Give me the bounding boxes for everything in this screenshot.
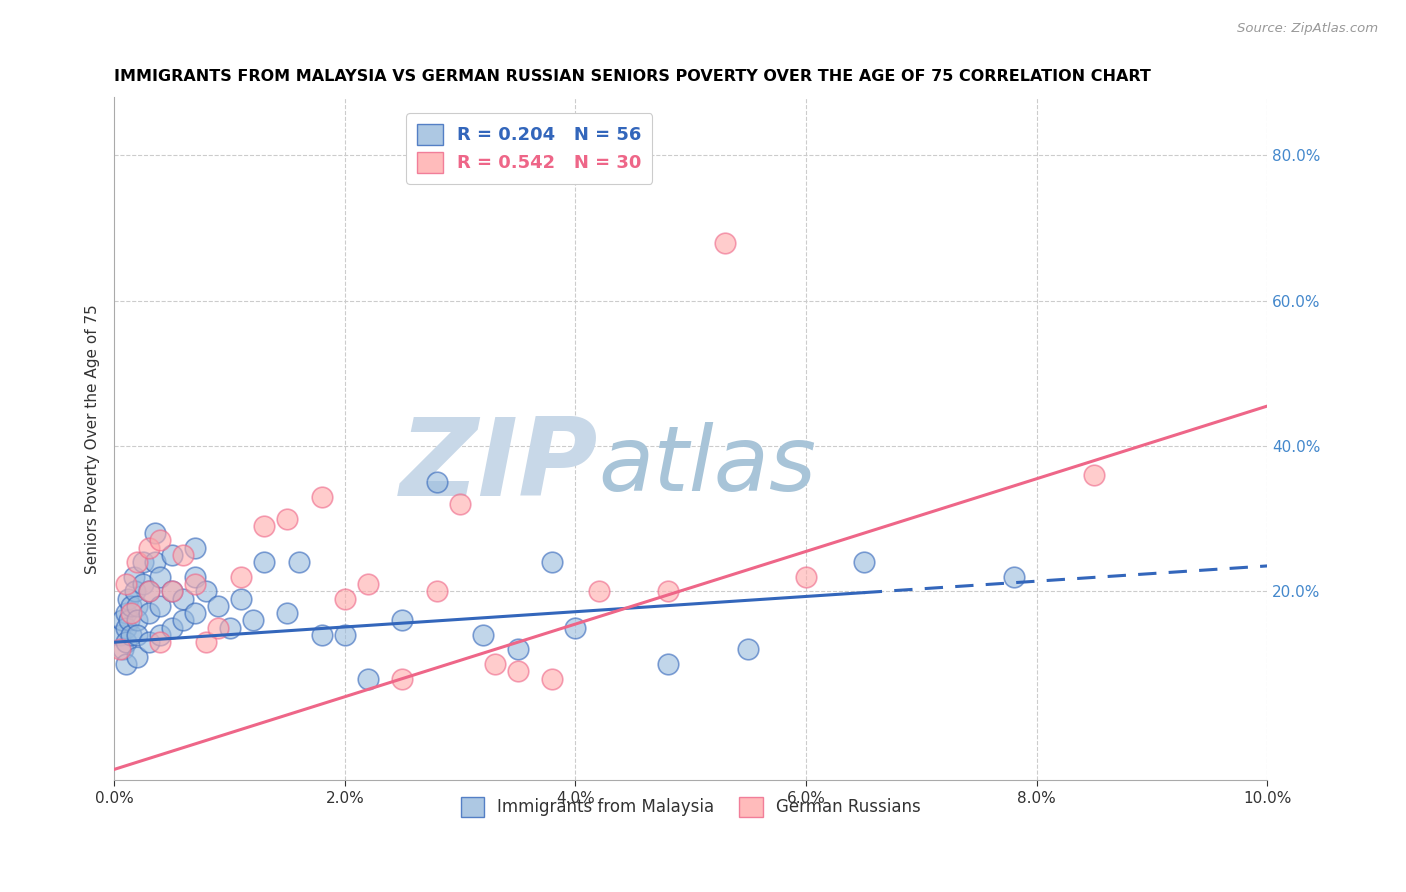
Point bbox=[207, 621, 229, 635]
Legend: Immigrants from Malaysia, German Russians: Immigrants from Malaysia, German Russian… bbox=[454, 790, 928, 823]
Point bbox=[108, 642, 131, 657]
Point bbox=[657, 584, 679, 599]
Point bbox=[160, 621, 183, 635]
Text: ZIP: ZIP bbox=[401, 413, 599, 519]
Point bbox=[127, 614, 149, 628]
Point bbox=[121, 599, 143, 613]
Point bbox=[253, 519, 276, 533]
Point bbox=[127, 599, 149, 613]
Point bbox=[138, 584, 160, 599]
Text: IMMIGRANTS FROM MALAYSIA VS GERMAN RUSSIAN SENIORS POVERTY OVER THE AGE OF 75 CO: IMMIGRANTS FROM MALAYSIA VS GERMAN RUSSI… bbox=[114, 69, 1152, 84]
Point bbox=[184, 570, 207, 584]
Point bbox=[114, 635, 136, 649]
Point bbox=[132, 555, 155, 569]
Point bbox=[121, 628, 143, 642]
Point bbox=[229, 591, 252, 606]
Y-axis label: Seniors Poverty Over the Age of 75: Seniors Poverty Over the Age of 75 bbox=[86, 304, 100, 574]
Point bbox=[1002, 570, 1025, 584]
Point bbox=[127, 649, 149, 664]
Point bbox=[112, 642, 135, 657]
Point bbox=[714, 235, 737, 250]
Point bbox=[149, 570, 172, 584]
Point bbox=[122, 570, 145, 584]
Point bbox=[149, 599, 172, 613]
Point bbox=[541, 555, 564, 569]
Point bbox=[506, 642, 529, 657]
Point bbox=[138, 584, 160, 599]
Point bbox=[218, 621, 240, 635]
Point bbox=[114, 606, 136, 620]
Point bbox=[127, 555, 149, 569]
Point bbox=[160, 584, 183, 599]
Text: Source: ZipAtlas.com: Source: ZipAtlas.com bbox=[1237, 22, 1378, 36]
Point bbox=[121, 606, 143, 620]
Point bbox=[195, 584, 218, 599]
Point bbox=[564, 621, 586, 635]
Point bbox=[132, 577, 155, 591]
Point bbox=[311, 628, 333, 642]
Point bbox=[657, 657, 679, 671]
Point bbox=[207, 599, 229, 613]
Point bbox=[149, 635, 172, 649]
Point bbox=[426, 475, 449, 490]
Point bbox=[391, 672, 413, 686]
Point bbox=[138, 606, 160, 620]
Point bbox=[114, 621, 136, 635]
Point bbox=[160, 584, 183, 599]
Point bbox=[541, 672, 564, 686]
Point bbox=[242, 614, 264, 628]
Point bbox=[311, 490, 333, 504]
Point bbox=[195, 635, 218, 649]
Point bbox=[149, 533, 172, 548]
Point bbox=[114, 657, 136, 671]
Point bbox=[117, 591, 139, 606]
Point bbox=[229, 570, 252, 584]
Point bbox=[143, 555, 166, 569]
Point bbox=[357, 672, 380, 686]
Point bbox=[118, 614, 141, 628]
Point bbox=[138, 541, 160, 555]
Point bbox=[276, 606, 298, 620]
Point bbox=[114, 577, 136, 591]
Point bbox=[172, 548, 194, 562]
Point bbox=[449, 497, 471, 511]
Point bbox=[124, 584, 146, 599]
Point bbox=[138, 635, 160, 649]
Point bbox=[852, 555, 875, 569]
Point bbox=[588, 584, 610, 599]
Point bbox=[111, 614, 134, 628]
Point bbox=[333, 591, 356, 606]
Point bbox=[391, 614, 413, 628]
Point bbox=[737, 642, 759, 657]
Point bbox=[143, 526, 166, 541]
Point bbox=[484, 657, 506, 671]
Point bbox=[149, 628, 172, 642]
Point bbox=[1083, 468, 1105, 483]
Point bbox=[426, 584, 449, 599]
Point bbox=[184, 606, 207, 620]
Point bbox=[333, 628, 356, 642]
Point bbox=[276, 511, 298, 525]
Point bbox=[108, 628, 131, 642]
Point bbox=[172, 614, 194, 628]
Point bbox=[472, 628, 495, 642]
Point bbox=[794, 570, 817, 584]
Point bbox=[127, 628, 149, 642]
Point bbox=[357, 577, 380, 591]
Point bbox=[506, 665, 529, 679]
Point bbox=[184, 577, 207, 591]
Point bbox=[253, 555, 276, 569]
Point bbox=[172, 591, 194, 606]
Text: atlas: atlas bbox=[599, 422, 817, 510]
Point bbox=[160, 548, 183, 562]
Point bbox=[287, 555, 309, 569]
Point bbox=[184, 541, 207, 555]
